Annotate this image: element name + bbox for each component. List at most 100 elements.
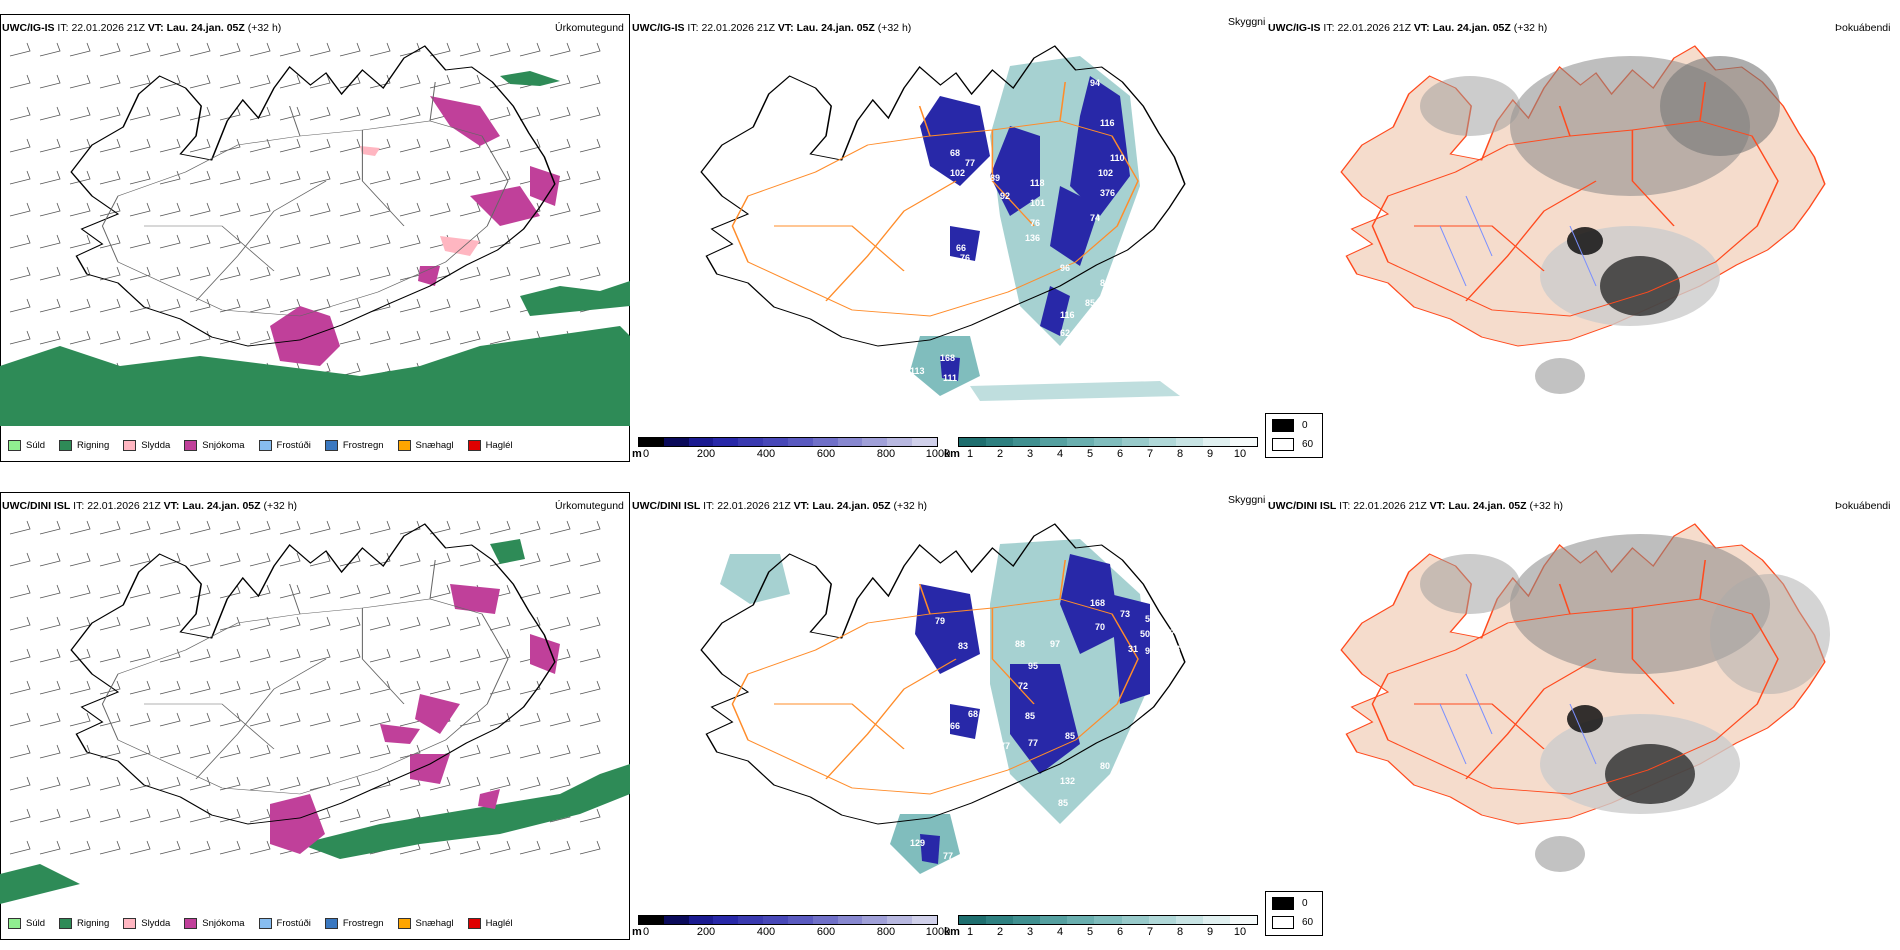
- colorbar-segment: [1040, 438, 1068, 446]
- legend-swatch: [324, 440, 338, 451]
- colorbar-segment: [887, 916, 913, 924]
- vt-value: Lau. 24.jan. 05Z: [796, 22, 875, 34]
- vis-label: 76: [1030, 218, 1040, 228]
- tick-label: 10: [1233, 448, 1247, 460]
- colorbar-segment: [787, 916, 813, 924]
- visibility-areas: [910, 56, 1180, 401]
- legend-swatch: [258, 918, 272, 929]
- fog-panel-title: Þokuábendi: [1835, 500, 1891, 512]
- vis-label: 110: [1140, 726, 1155, 736]
- legend-item: Snjókoma: [184, 440, 245, 451]
- legend-item: Haglél: [467, 440, 513, 451]
- fog-legend-swatch-low: [1272, 916, 1294, 929]
- colorbar-segment: [837, 438, 863, 446]
- vis-label: 68: [950, 148, 960, 158]
- colorbar-segment: [1094, 916, 1122, 924]
- vis-label: 72: [1018, 681, 1028, 691]
- vt-label: VT:: [1413, 22, 1430, 34]
- legend-swatch: [467, 440, 481, 451]
- vt-value: Lau. 24.jan. 05Z: [166, 22, 245, 34]
- header-precip-bottom: UWC/DINI ISL IT: 22.01.2026 21Z VT: Lau.…: [2, 500, 297, 512]
- tick-label: 4: [1056, 448, 1064, 460]
- precip-areas: [0, 71, 630, 426]
- colorbar-segment: [639, 438, 664, 446]
- vt-label: VT:: [147, 22, 164, 34]
- header-precip-top: UWC/IG-IS IT: 22.01.2026 21Z VT: Lau. 24…: [2, 22, 281, 34]
- colorbar-segment: [1175, 438, 1203, 446]
- vis-label: 110: [1110, 153, 1125, 163]
- vis-label: 101: [1030, 198, 1045, 208]
- legend-swatch: [397, 918, 411, 929]
- vt-value: Lau. 24.jan. 05Z: [812, 500, 891, 512]
- vis-label: 88: [1015, 639, 1025, 649]
- tick-label: 9: [1206, 448, 1214, 460]
- vis-label: 95: [1028, 661, 1038, 671]
- visibility-panel-title: Skyggni: [1228, 494, 1266, 506]
- fog-legend-low-label: 60: [1302, 439, 1314, 450]
- it-value: 22.01.2026 21Z: [701, 22, 775, 34]
- vis-label: 129: [910, 838, 925, 848]
- tick-label: 10: [1233, 926, 1247, 938]
- vis-label: 56: [1145, 614, 1155, 624]
- vis-label: 97: [1050, 639, 1060, 649]
- vis-label: 102: [1098, 168, 1113, 178]
- legend-item: Snæhagl: [397, 440, 454, 451]
- header-visibility-bottom: UWC/DINI ISL IT: 22.01.2026 21Z VT: Lau.…: [632, 500, 927, 512]
- it-label: IT:: [687, 22, 699, 34]
- it-label: IT:: [1339, 500, 1351, 512]
- vt-label: VT:: [793, 500, 810, 512]
- tick-label: 600: [816, 448, 836, 460]
- fog-map-bottom: [1300, 514, 1880, 914]
- vis-label: 73: [1120, 609, 1130, 619]
- lead-time: (+32 h): [877, 22, 912, 34]
- vt-value: Lau. 24.jan. 05Z: [182, 500, 261, 512]
- fog-legend-swatch-high: [1272, 419, 1294, 432]
- lead-time: (+32 h): [1529, 500, 1564, 512]
- vis-label: 31: [1128, 644, 1138, 654]
- colorbar-segment: [1013, 916, 1041, 924]
- vis-label: 74: [1090, 213, 1100, 223]
- colorbar-segment: [986, 916, 1014, 924]
- vis-label: 66: [956, 243, 966, 253]
- fog-legend-swatch-low: [1272, 438, 1294, 451]
- precip-type-panel-bottom: [0, 492, 630, 940]
- tick-label: 1: [966, 926, 974, 938]
- legend-label: Snjókoma: [202, 918, 245, 929]
- colorbar-segment: [688, 438, 714, 446]
- tick-label: 600: [816, 926, 836, 938]
- vt-value: Lau. 24.jan. 05Z: [1432, 22, 1511, 34]
- legend-swatch: [467, 918, 481, 929]
- header-fog-top: UWC/IG-IS IT: 22.01.2026 21Z VT: Lau. 24…: [1268, 22, 1547, 34]
- vis-label: 76: [1122, 776, 1132, 786]
- vis-label: 80: [785, 562, 795, 572]
- colorbar-segment: [1067, 438, 1095, 446]
- it-label: IT:: [73, 500, 85, 512]
- legend-label: Snæhagl: [415, 918, 454, 929]
- fog-legend-low-label: 60: [1302, 917, 1314, 928]
- colorbar-segment: [763, 438, 788, 446]
- legend-item: Súld: [8, 440, 45, 451]
- legend-label: Snjókoma: [202, 440, 245, 451]
- colorbar-segment: [663, 438, 689, 446]
- visibility-km-colorbar-bottom: [958, 915, 1258, 925]
- precip-type-panel-top: [0, 14, 630, 462]
- model-name: UWC/IG-IS: [632, 22, 685, 34]
- colorbar-segment: [862, 438, 888, 446]
- vis-label: 89: [990, 173, 1000, 183]
- vis-label: 132: [1060, 776, 1075, 786]
- tick-label: 2: [996, 448, 1004, 460]
- legend-label: Súld: [26, 440, 46, 451]
- legend-label: Rigning: [77, 918, 110, 929]
- legend-item: Frostregn: [324, 918, 384, 929]
- it-value: 22.01.2026 21Z: [71, 22, 145, 34]
- fog-map-top: [1300, 36, 1880, 436]
- tick-label: 0: [642, 926, 650, 938]
- model-name: UWC/DINI ISL: [1268, 500, 1337, 512]
- legend-item: Haglél: [467, 918, 513, 929]
- legend-item: Slydda: [123, 918, 170, 929]
- visibility-areas: [720, 539, 1150, 874]
- legend-item: Rigning: [59, 918, 109, 929]
- vis-label: 77: [943, 851, 953, 861]
- legend-item: Slydda: [123, 440, 170, 451]
- colorbar-segment: [1040, 916, 1068, 924]
